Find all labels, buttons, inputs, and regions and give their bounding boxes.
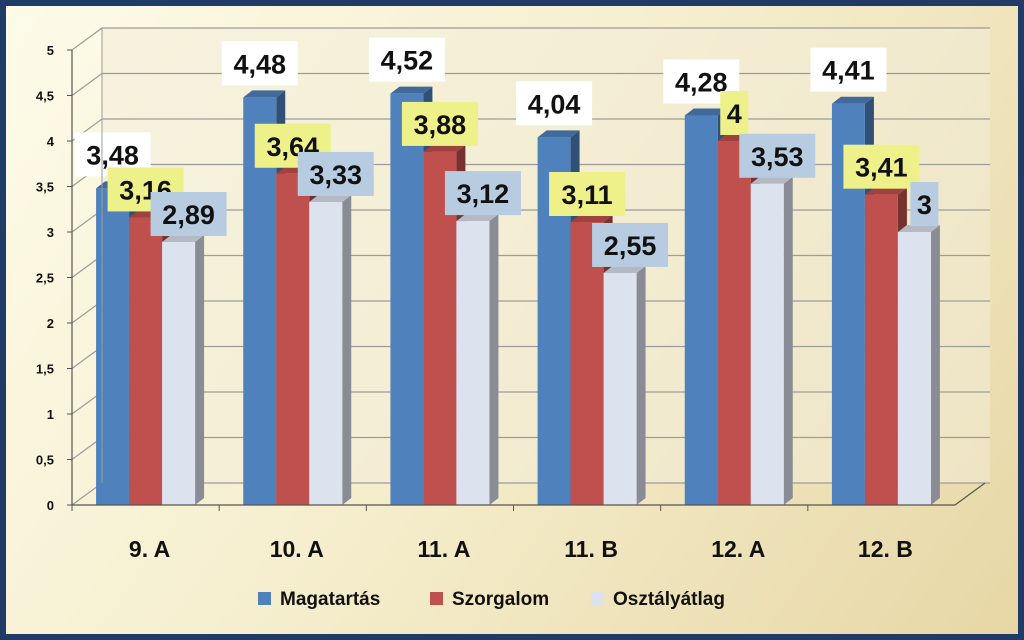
data-label-box — [221, 41, 298, 86]
bar-side — [489, 214, 499, 505]
x-category-label: 9. A — [129, 536, 170, 562]
legend-swatch — [430, 592, 443, 605]
data-label-box — [720, 91, 749, 135]
y-tick-label: 3 — [47, 225, 54, 240]
data-label-box — [401, 101, 478, 146]
bar-top — [423, 144, 466, 152]
axes: 0 0,5 1 1,5 2 2,5 3 3,5 4 4,5 5 9. A 10. A 11. A 11. B… — [36, 28, 986, 562]
data-label: 3,88 — [414, 110, 467, 140]
bar-top — [750, 176, 793, 184]
bar — [162, 242, 196, 505]
legend: Magatartás Szorgalom Osztályátlag — [258, 589, 725, 610]
bar — [276, 173, 310, 505]
data-label: 3,41 — [855, 153, 908, 183]
bar-side — [342, 194, 352, 505]
legend-label: Osztályátlag — [613, 589, 725, 610]
bar-top — [309, 194, 352, 202]
x-category-label: 11. B — [564, 536, 618, 562]
bar — [309, 201, 343, 505]
legend-label: Magatartás — [280, 589, 380, 610]
data-label: 4,28 — [675, 68, 728, 98]
y-tick-label: 1 — [47, 407, 54, 422]
data-label-box — [549, 171, 626, 216]
data-label: 3,53 — [751, 142, 804, 172]
bar — [750, 183, 784, 505]
bar-top — [537, 130, 580, 138]
bar — [390, 93, 424, 506]
bar — [603, 272, 637, 505]
bar — [864, 194, 898, 505]
bar — [570, 221, 604, 506]
data-label-box — [516, 81, 593, 126]
y-tick-label: 0 — [47, 498, 54, 513]
legend-swatch — [258, 592, 271, 605]
bar-side — [783, 176, 793, 505]
x-category-label: 12. B — [858, 536, 913, 562]
bar-top — [456, 214, 499, 222]
data-label: 3,12 — [457, 179, 510, 209]
data-label-box — [368, 37, 445, 82]
data-label: 3,11 — [562, 180, 613, 210]
y-tick-label: 4,5 — [36, 89, 54, 104]
data-label-box — [810, 47, 887, 92]
bar-side — [195, 235, 205, 505]
bar-top — [603, 265, 646, 273]
bars — [96, 86, 940, 506]
bar-top — [684, 108, 727, 116]
bar-top — [831, 96, 874, 104]
data-label: 3,48 — [86, 140, 139, 170]
bar — [717, 141, 751, 505]
bar-top — [390, 86, 433, 94]
y-tick-label: 4 — [47, 134, 55, 149]
bar — [129, 217, 163, 505]
data-label-box — [592, 222, 669, 267]
legend-label: Szorgalom — [452, 589, 549, 610]
data-label-box — [297, 151, 374, 196]
bar — [456, 221, 490, 505]
bar — [897, 232, 931, 505]
data-labels: 3,483,162,894,483,643,334,523,883,124,04… — [74, 37, 939, 267]
bar-top — [864, 187, 907, 195]
data-label: 4 — [727, 99, 742, 129]
x-category-label: 10. A — [270, 536, 324, 562]
y-tick-label: 0,5 — [36, 453, 54, 468]
y-tick-label: 2 — [47, 316, 54, 331]
data-label: 2,55 — [604, 231, 657, 261]
x-category-label: 11. A — [417, 536, 470, 562]
bar-side — [636, 265, 646, 505]
bar-top — [243, 90, 286, 98]
bar-top — [162, 235, 205, 243]
data-label-box — [444, 171, 521, 216]
bar-top — [897, 225, 940, 232]
data-label: 4,48 — [233, 49, 286, 79]
bar — [684, 115, 718, 506]
data-label-box — [843, 144, 920, 189]
y-tick-label: 5 — [47, 43, 54, 58]
bar-top — [570, 214, 613, 222]
data-label-box — [739, 133, 816, 178]
y-tick-label: 2,5 — [36, 271, 54, 286]
legend-swatch — [591, 592, 604, 605]
data-label: 4,52 — [381, 46, 434, 76]
x-category-label: 12. A — [711, 536, 765, 562]
y-tick-label: 1,5 — [36, 362, 54, 377]
data-label-box — [150, 192, 227, 237]
data-label: 4,41 — [822, 56, 875, 86]
bar-side — [930, 225, 940, 505]
data-label: 4,04 — [528, 89, 581, 119]
data-label-box — [910, 182, 939, 226]
data-label: 3,33 — [309, 160, 362, 190]
data-label: 3 — [917, 190, 932, 220]
bar — [96, 188, 130, 505]
y-tick-label: 3,5 — [36, 180, 54, 195]
data-label: 2,89 — [162, 200, 215, 230]
